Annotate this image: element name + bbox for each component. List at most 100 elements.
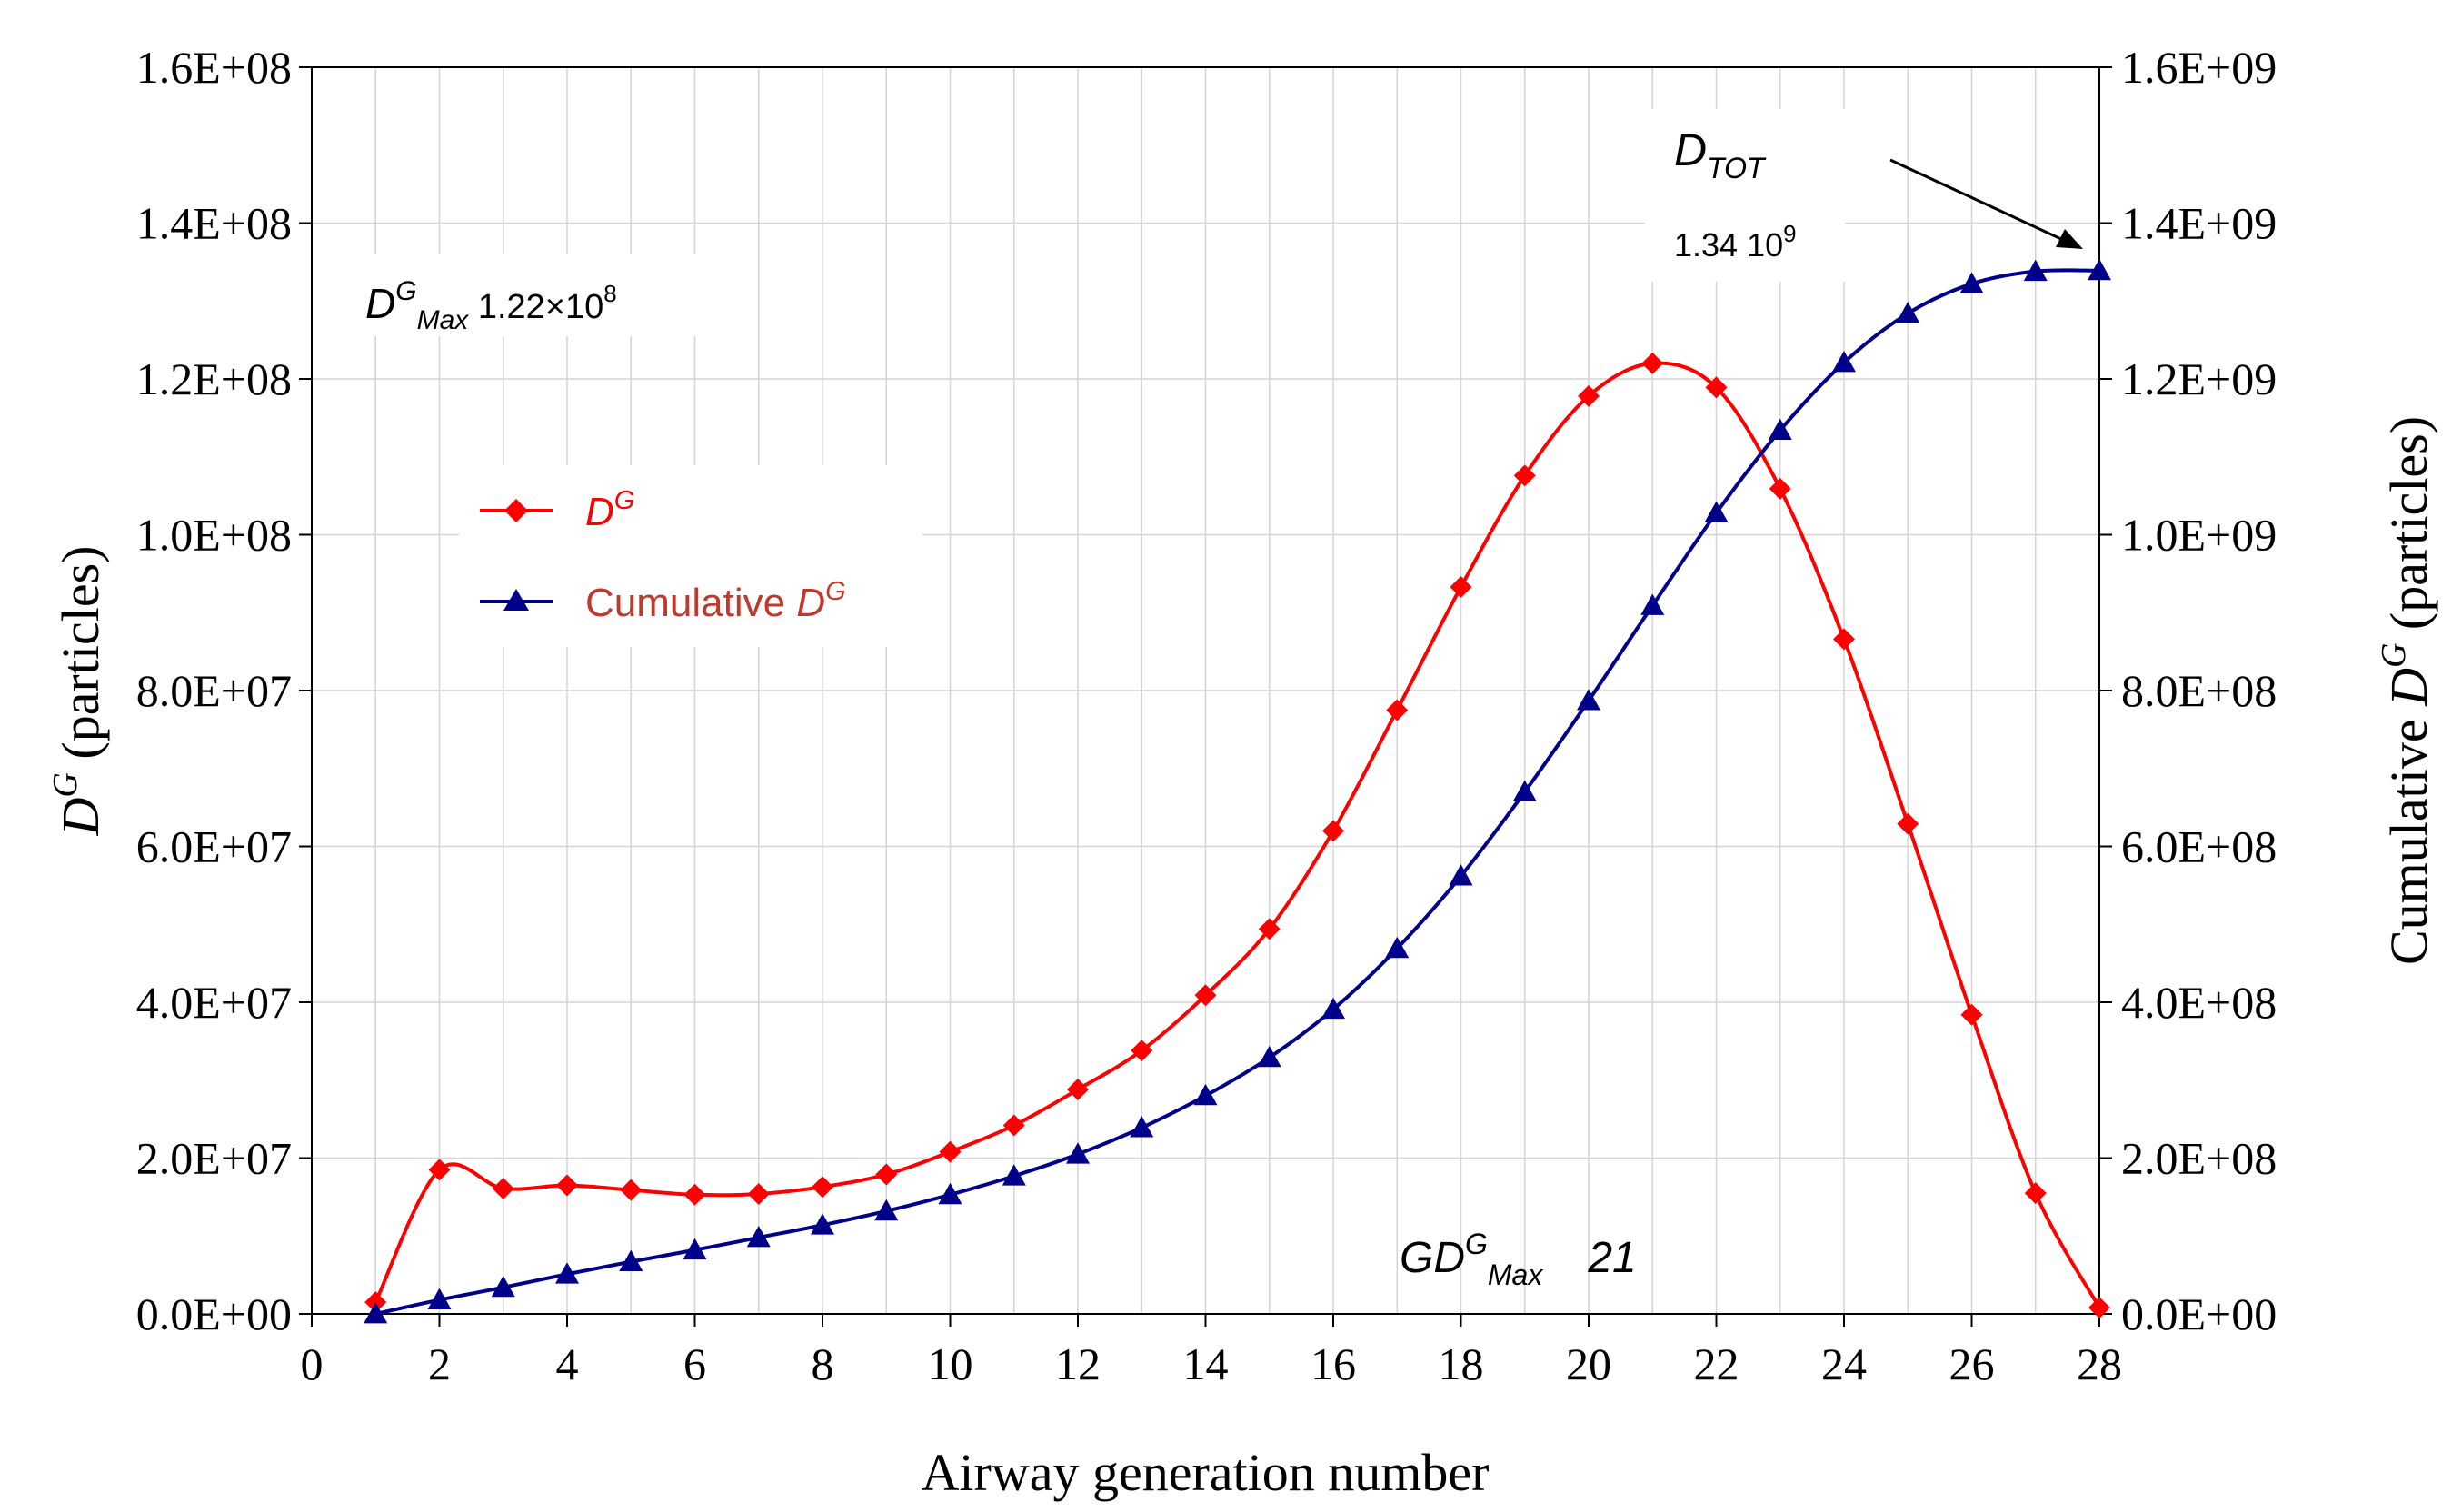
legend-label-cumulative-prefix: Cumulative: [585, 581, 796, 625]
legend-label-cumulative: Cumulative DG: [585, 577, 846, 625]
point-dg: [1386, 699, 1409, 721]
point-dg: [1322, 820, 1344, 842]
x-tick-label: 28: [2077, 1338, 2122, 1389]
annotation-tot-value: 1.34 109: [1674, 220, 1797, 264]
legend-marker-diamond: [504, 499, 528, 522]
point-cumulative: [1193, 1083, 1218, 1106]
legend: DG Cumulative DG: [459, 465, 922, 647]
x-tick-label: 12: [1055, 1338, 1101, 1389]
left-y-label-sup: G: [46, 772, 85, 797]
x-tick-label: 10: [928, 1338, 973, 1389]
left-y-tick-label: 4.0E+07: [136, 977, 292, 1028]
point-cumulative: [1321, 997, 1345, 1020]
annotation-tot: DTOT: [1674, 124, 1767, 184]
point-cumulative: [1577, 689, 1600, 711]
x-tick-label: 22: [1694, 1338, 1739, 1389]
point-dg: [556, 1174, 578, 1197]
point-dg: [428, 1159, 451, 1181]
right-y-tick-label: 8.0E+08: [2121, 665, 2277, 716]
annotation-tot-d: D: [1674, 124, 1707, 175]
right-y-label-space: [2379, 630, 2438, 643]
x-tick-label: 16: [1311, 1338, 1356, 1389]
point-dg: [812, 1176, 833, 1199]
right-y-label-unit: (particles): [2379, 416, 2438, 630]
point-cumulative: [1385, 936, 1410, 959]
x-tick-label: 6: [683, 1338, 706, 1389]
x-tick-label: 0: [301, 1338, 324, 1389]
right-y-tick-label: 1.6E+09: [2121, 42, 2277, 93]
annotation-tot-arrow-line: [1889, 158, 2064, 242]
left-y-tick-label: 1.4E+08: [136, 198, 292, 249]
annotation-gen-sub: Max: [1488, 1258, 1543, 1291]
point-cumulative: [811, 1213, 834, 1235]
point-cumulative: [1832, 350, 1856, 373]
right-y-tick-label: 1.4E+09: [2121, 198, 2277, 249]
legend-background: [459, 465, 922, 647]
point-dg: [1513, 464, 1536, 487]
annotation-max: DGMax 1.22×108: [365, 276, 617, 335]
point-cumulative: [683, 1238, 707, 1260]
left-y-tick-label: 0.0E+00: [136, 1288, 292, 1339]
point-dg: [683, 1183, 706, 1206]
left-y-axis-label: DG (particles): [46, 546, 110, 837]
right-y-tick-label: 6.0E+08: [2121, 821, 2277, 872]
annotation-gen: GDGMax 21: [1400, 1228, 1637, 1291]
point-dg: [1194, 984, 1217, 1007]
annotation-gen-sup: G: [1465, 1228, 1488, 1260]
point-dg: [1960, 1003, 1983, 1026]
x-tick-label: 8: [812, 1338, 834, 1389]
left-y-label-unit: (particles): [51, 546, 110, 760]
annotation-max-sup: G: [395, 276, 416, 306]
point-cumulative: [491, 1275, 515, 1298]
right-y-label-sup: G: [2375, 643, 2413, 668]
right-y-tick-label: 0.0E+00: [2121, 1288, 2277, 1339]
point-dg: [2024, 1182, 2047, 1205]
x-tick-label: 2: [428, 1338, 451, 1389]
left-y-tick-label: 1.0E+08: [136, 510, 292, 561]
x-tick-label: 20: [1566, 1338, 1611, 1389]
point-dg: [620, 1179, 643, 1201]
point-dg: [1258, 918, 1281, 940]
point-dg: [875, 1163, 898, 1186]
axis-ticks: [299, 66, 2112, 1327]
left-y-label-space: [51, 760, 110, 773]
x-tick-label: 24: [1821, 1338, 1867, 1389]
point-cumulative: [364, 1302, 388, 1324]
point-cumulative: [555, 1262, 579, 1284]
point-cumulative: [938, 1182, 962, 1205]
point-cumulative: [1640, 593, 1665, 615]
right-y-tick-label: 2.0E+08: [2121, 1133, 2277, 1184]
point-cumulative: [1768, 418, 1792, 440]
point-dg: [1641, 352, 1664, 374]
x-tick-label: 4: [556, 1338, 579, 1389]
point-cumulative: [427, 1288, 452, 1309]
point-cumulative: [1257, 1045, 1281, 1068]
annotation-max-sub: Max: [417, 305, 470, 335]
annotation-tot-number: 1.34 10: [1674, 226, 1783, 264]
left-y-tick-label: 1.6E+08: [136, 42, 292, 93]
point-cumulative: [2088, 258, 2111, 281]
point-dg: [1067, 1079, 1089, 1101]
point-dg: [492, 1177, 514, 1199]
annotation-tot-sub: TOT: [1707, 152, 1767, 184]
x-axis-label: Airway generation number: [922, 1443, 1490, 1502]
annotation-max-exp: 8: [603, 280, 616, 307]
right-y-tick-label: 4.0E+08: [2121, 977, 2277, 1028]
legend-label-cumulative-sup: G: [825, 577, 846, 606]
point-cumulative: [2023, 259, 2048, 282]
annotation-tot-arrowhead: [2056, 229, 2083, 249]
annotation-tot-bg: [1645, 109, 1845, 282]
legend-label-cumulative-main: D: [796, 581, 825, 625]
point-cumulative: [746, 1225, 771, 1248]
legend-label-dg-sup: G: [614, 486, 635, 515]
point-dg: [1769, 477, 1791, 500]
annotation-tot-exp: 9: [1783, 220, 1796, 247]
x-tick-label: 18: [1439, 1338, 1484, 1389]
left-y-tick-label: 8.0E+07: [136, 665, 292, 716]
left-y-tick-labels: 0.0E+00 2.0E+07 4.0E+07 6.0E+07 8.0E+07 1.0E+…: [136, 42, 292, 1339]
left-y-tick-label: 2.0E+07: [136, 1133, 292, 1184]
point-cumulative: [1066, 1142, 1090, 1164]
annotation-max-value: 1.22×10: [468, 288, 603, 326]
left-y-label-d: D: [51, 797, 110, 836]
right-y-tick-label: 1.2E+09: [2121, 353, 2277, 404]
